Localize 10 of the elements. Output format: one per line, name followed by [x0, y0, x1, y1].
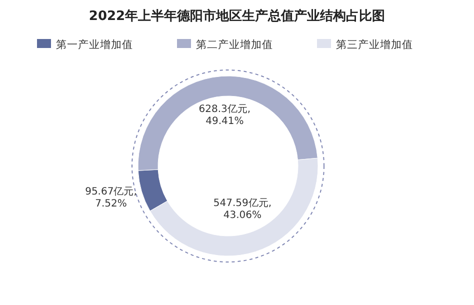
legend-label: 第二产业增加值 — [196, 38, 273, 51]
data-label: 95.67亿元, 7.52% — [85, 186, 137, 210]
legend-item: 第二产业增加值 — [177, 39, 273, 51]
legend-label: 第一产业增加值 — [56, 38, 133, 51]
legend-label: 第三产业增加值 — [336, 38, 413, 51]
data-label: 547.59亿元, 43.06% — [213, 198, 272, 221]
legend-item: 第一产业增加值 — [37, 39, 133, 51]
chart-title: 2022年上半年德阳市地区生产总值产业结构占比图 — [88, 8, 386, 24]
data-label: 628.3亿元, 49.41% — [198, 104, 251, 128]
legend-item: 第三产业增加值 — [317, 39, 413, 51]
